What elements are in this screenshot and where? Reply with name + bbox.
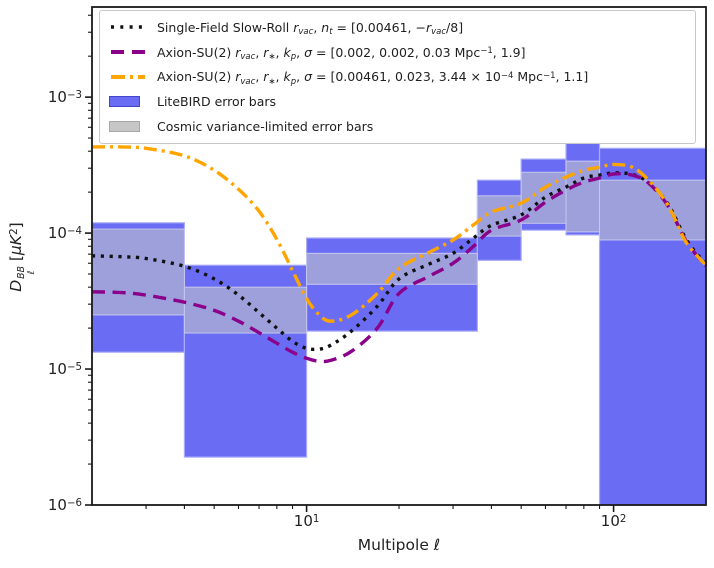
legend-item-cv-error-bars: Cosmic variance-limited error bars: [109, 114, 687, 139]
dashed-line-marker: [111, 50, 145, 55]
x-tick-label: 101: [293, 512, 320, 530]
y-tick-label: 10−3: [47, 88, 82, 107]
legend-item-litebird-error-bars: LiteBIRD error bars: [109, 89, 687, 114]
legend-label: Axion-SU(2) rvac, r∗, kp, σ = [0.002, 0.…: [157, 44, 526, 63]
legend-item-single-field-slow-roll: Single-Field Slow-Roll rvac, nt = [0.004…: [109, 15, 687, 40]
legend-label: Axion-SU(2) rvac, r∗, kp, σ = [0.00461, …: [157, 69, 589, 88]
x-tick-label: 102: [600, 512, 627, 530]
dotted-line-marker: [111, 25, 144, 30]
cosmic-variance-error-box: [599, 179, 707, 241]
cosmic-variance-error-box: [306, 252, 478, 285]
legend-item-axion-su2-sigma-1p9: Axion-SU(2) rvac, r∗, kp, σ = [0.002, 0.…: [109, 40, 687, 65]
y-tick-label: 10−6: [47, 496, 82, 514]
legend-label: LiteBIRD error bars: [157, 94, 277, 110]
curve-axion-su2-sigma-1p9: [91, 172, 708, 364]
litebird-swatch: [109, 96, 140, 108]
y-tick-label: 10−4: [47, 224, 82, 243]
legend-label: Cosmic variance-limited error bars: [157, 119, 374, 135]
x-axis-label: Multipole ℓ: [357, 536, 441, 554]
cosmic-variance-swatch: [109, 121, 140, 133]
legend: Single-Field Slow-Roll rvac, nt = [0.004…: [99, 10, 696, 144]
cosmic-variance-error-box: [183, 286, 308, 334]
y-axis-label: D BB ℓ [μK2]: [7, 222, 37, 292]
dashdot-line-marker: [111, 74, 145, 79]
cosmic-variance-error-box: [565, 160, 601, 233]
curve-axion-su2-sigma-1p1: [91, 145, 708, 323]
curve-single-field-slow-roll: [91, 171, 708, 352]
cosmic-variance-error-box: [91, 228, 185, 316]
legend-item-axion-su2-sigma-1p1: Axion-SU(2) rvac, r∗, kp, σ = [0.00461, …: [109, 65, 687, 90]
y-tick-label: 10−5: [47, 360, 82, 379]
legend-label: Single-Field Slow-Roll rvac, nt = [0.004…: [157, 19, 464, 38]
